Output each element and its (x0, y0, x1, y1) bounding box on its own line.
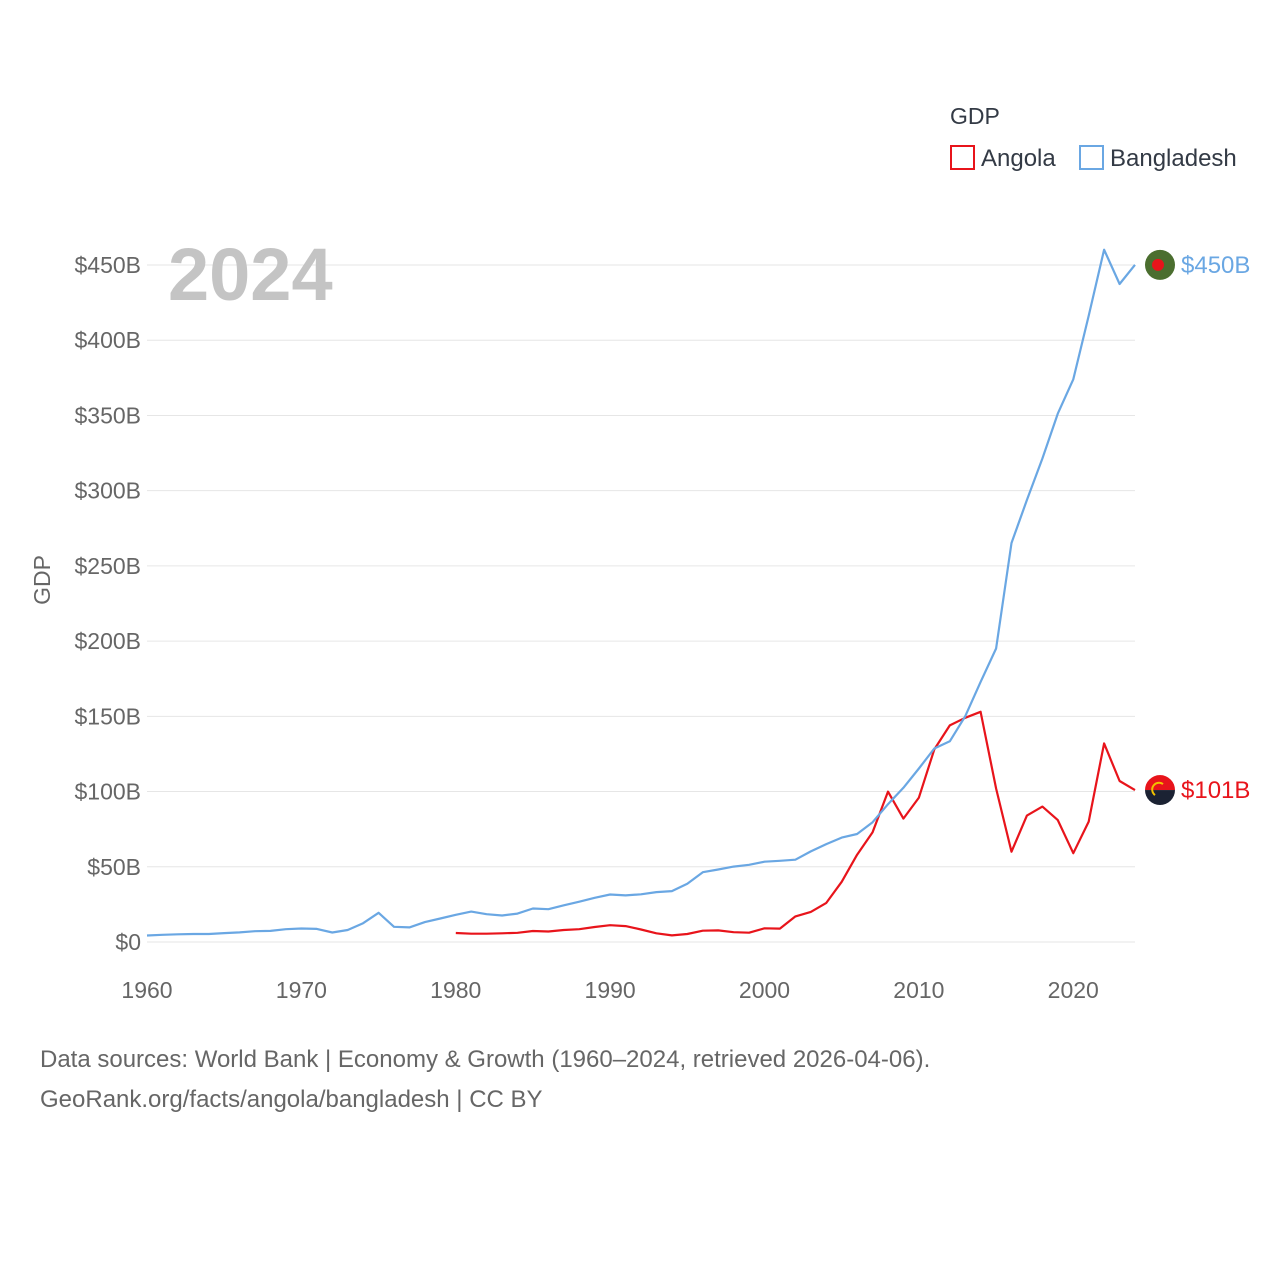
end-value-label-angola: $101B (1181, 777, 1250, 804)
y-tick-label: $0 (115, 929, 141, 955)
series-line-bangladesh[interactable] (146, 248, 1136, 937)
y-tick-label: $150B (74, 703, 141, 729)
y-axis-label: GDP (29, 555, 55, 605)
y-tick-label: $200B (74, 628, 141, 654)
y-tick-label: $250B (74, 553, 141, 579)
footer-credit: GeoRank.org/facts/angola/bangladesh | CC… (40, 1086, 543, 1113)
legend: GDP Angola Bangladesh (950, 103, 1237, 172)
legend-title: GDP (950, 103, 1000, 129)
legend-label-angola[interactable]: Angola (981, 145, 1056, 172)
flag-disc (1152, 258, 1164, 271)
y-tick-label: $50B (87, 854, 141, 880)
x-tick-label: 2010 (893, 977, 944, 1003)
legend-swatch-bangladesh[interactable] (1079, 145, 1104, 170)
flag-icon-angola (1145, 775, 1175, 806)
flag-emblem (1151, 781, 1164, 796)
y-tick-label: $350B (74, 402, 141, 428)
flag-icon-bangladesh (1145, 249, 1175, 280)
y-tick-label: $100B (74, 779, 141, 805)
x-tick-label: 1960 (121, 977, 172, 1003)
footer-sources: Data sources: World Bank | Economy & Gro… (40, 1046, 931, 1073)
year-label: 2024 (168, 233, 333, 316)
x-tick-label: 1980 (430, 977, 481, 1003)
end-markers: $101B $450B (1145, 249, 1250, 806)
flag-bottom-band (1145, 790, 1175, 806)
x-tick-label: 2020 (1048, 977, 1099, 1003)
series-line-angola[interactable] (455, 710, 1136, 937)
legend-label-bangladesh[interactable]: Bangladesh (1110, 145, 1237, 172)
y-axis-ticks: $0 $50B $100B $150B $200B $250B $300B $350B $400… (74, 252, 141, 955)
series-lines (146, 248, 1136, 937)
y-tick-label: $400B (74, 327, 141, 353)
x-axis-ticks: 1960 1970 1980 1990 2000 2010 2020 (121, 977, 1098, 1003)
y-tick-label: $300B (74, 478, 141, 504)
gridlines (147, 264, 1135, 943)
x-tick-label: 2000 (739, 977, 790, 1003)
x-tick-label: 1970 (276, 977, 327, 1003)
end-value-label-bangladesh: $450B (1181, 252, 1250, 279)
y-tick-label: $450B (74, 252, 141, 278)
legend-swatch-angola[interactable] (950, 145, 975, 170)
x-tick-label: 1990 (585, 977, 636, 1003)
